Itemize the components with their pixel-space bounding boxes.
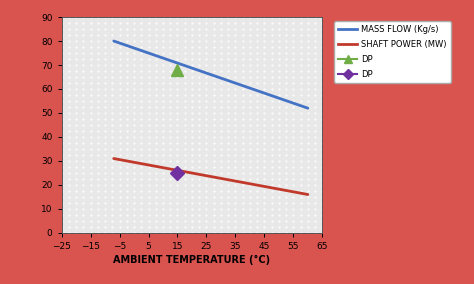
X-axis label: AMBIENT TEMPERATURE (°C): AMBIENT TEMPERATURE (°C) xyxy=(113,255,271,265)
Legend: MASS FLOW (Kg/s), SHAFT POWER (MW), DP, DP: MASS FLOW (Kg/s), SHAFT POWER (MW), DP, … xyxy=(334,21,451,83)
